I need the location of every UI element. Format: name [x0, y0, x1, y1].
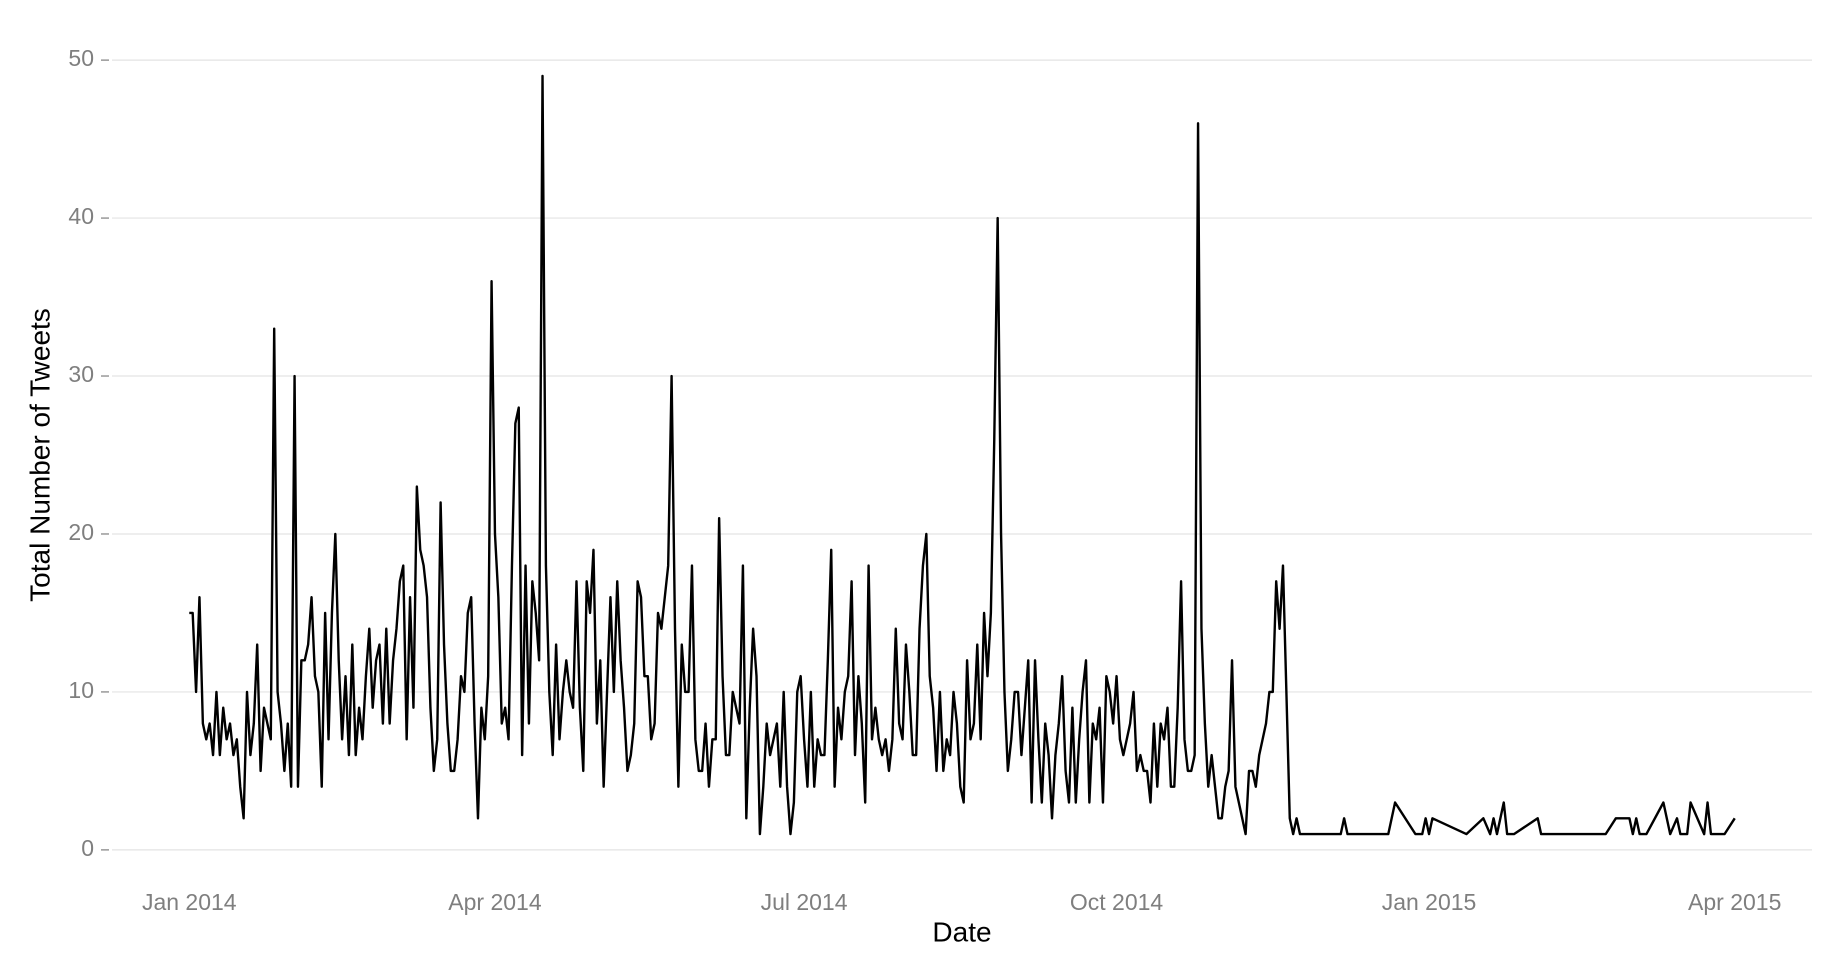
x-tick-label: Apr 2015 [1688, 889, 1781, 915]
x-tick-label: Jul 2014 [761, 889, 848, 915]
y-tick-label: 40 [68, 203, 94, 229]
x-tick-label: Oct 2014 [1070, 889, 1164, 915]
y-axis-title: Total Number of Tweets [24, 308, 55, 602]
y-tick-label: 10 [68, 677, 94, 703]
x-tick-label: Jan 2015 [1382, 889, 1477, 915]
line [189, 74, 1736, 836]
y-tick-label: 0 [81, 835, 94, 861]
x-tick-label: Apr 2014 [448, 889, 542, 915]
y-tick-label: 50 [68, 45, 94, 71]
x-axis-title: Date [932, 916, 991, 947]
y-tick-label: 30 [68, 361, 94, 387]
y-tick-label: 20 [68, 519, 94, 545]
x-tick-label: Jan 2014 [142, 889, 237, 915]
